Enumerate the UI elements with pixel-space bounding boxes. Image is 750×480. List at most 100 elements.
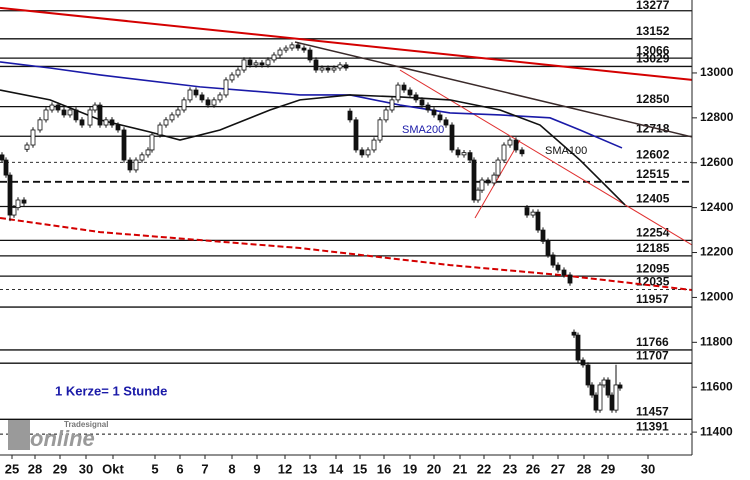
- candle-body: [443, 119, 449, 126]
- candle-body: [325, 67, 331, 71]
- candle-body: [535, 211, 541, 231]
- candle-body: [163, 119, 169, 126]
- level-label: 11391: [636, 419, 669, 433]
- candle-body: [455, 149, 461, 156]
- candle-body: [139, 154, 145, 161]
- x-tick-label: 28: [28, 461, 42, 476]
- candle-body: [609, 394, 615, 411]
- level-label: 12602: [636, 147, 670, 161]
- y-tick-label: 11600: [700, 379, 733, 393]
- candle-body: [115, 124, 121, 131]
- level-label: 12718: [636, 121, 670, 135]
- x-tick-label: 27: [551, 461, 565, 476]
- y-tick-label: 12200: [700, 245, 734, 259]
- candle-body: [593, 394, 599, 411]
- x-tick-label: 26: [526, 461, 540, 476]
- candle-body: [513, 139, 519, 151]
- candle-body: [491, 174, 497, 184]
- level-label: 12185: [636, 241, 670, 255]
- candle-body: [550, 254, 556, 266]
- candle-body: [479, 179, 485, 191]
- candle-body: [589, 384, 595, 396]
- candle-body: [331, 67, 337, 71]
- candle-body: [169, 114, 175, 121]
- candle-body: [217, 94, 223, 101]
- candle-body: [365, 149, 371, 156]
- candle-body: [149, 134, 155, 151]
- logo-icon: [8, 420, 30, 450]
- indicator-lines: [0, 6, 693, 292]
- candle-body: [580, 359, 586, 366]
- level-label: 13029: [636, 52, 670, 66]
- indicator-line: [0, 216, 693, 292]
- candle-body: [617, 384, 623, 389]
- candle-body: [540, 229, 546, 242]
- x-tick-label: 29: [53, 461, 67, 476]
- indicator-line: [294, 41, 693, 138]
- x-tick-label: 7: [201, 461, 208, 476]
- level-label: 12405: [636, 192, 670, 206]
- level-label: 12254: [636, 226, 670, 240]
- y-tick-label: 12600: [700, 155, 734, 169]
- candle-body: [103, 119, 109, 126]
- x-tick-label: 19: [403, 461, 417, 476]
- candle-body: [11, 207, 17, 216]
- candle-body: [319, 67, 325, 71]
- candle-body: [0, 154, 5, 161]
- x-tick-label: 15: [353, 461, 367, 476]
- candle-body: [79, 119, 85, 126]
- candle-body: [97, 104, 103, 126]
- candle-body: [597, 384, 603, 411]
- x-tick-label: 25: [5, 461, 19, 476]
- candle-body: [353, 119, 359, 151]
- candle-body: [401, 84, 407, 91]
- candle-body: [271, 54, 277, 61]
- candle-body: [223, 79, 229, 96]
- candle-body: [205, 99, 211, 106]
- x-tick-label: 28: [577, 461, 591, 476]
- level-label: 11766: [636, 335, 669, 349]
- candle-body: [613, 384, 619, 411]
- candle-body: [127, 159, 133, 171]
- candle-body: [307, 49, 313, 61]
- candle-body: [283, 47, 289, 51]
- candle-body: [313, 59, 319, 71]
- candle-body: [109, 119, 115, 126]
- level-label: 12850: [636, 92, 670, 106]
- y-tick-label: 12000: [700, 290, 734, 304]
- candle-body: [229, 74, 235, 81]
- candle-body: [92, 104, 98, 111]
- candle-body: [555, 264, 561, 271]
- y-tick-label: 13000: [700, 65, 734, 79]
- x-tick-label: 5: [151, 461, 158, 476]
- y-tick-label: 11800: [700, 334, 733, 348]
- level-label: 11957: [636, 292, 669, 306]
- candle-body: [475, 189, 481, 201]
- candle-body: [253, 62, 259, 66]
- indicator-line: [0, 89, 626, 206]
- candle-body: [265, 59, 271, 66]
- level-label: 11457: [636, 404, 669, 418]
- y-tick-label: 12800: [700, 110, 734, 124]
- candle-body: [413, 94, 419, 101]
- candle-body: [259, 62, 265, 66]
- candle-body: [545, 240, 551, 256]
- candle-body: [461, 152, 467, 156]
- candle-body: [347, 110, 353, 121]
- candle-body: [471, 159, 477, 201]
- x-tick-label: 21: [453, 461, 467, 476]
- annotation: 1 Kerze= 1 Stunde: [55, 383, 167, 398]
- candle-body: [15, 199, 21, 209]
- candle-body: [449, 124, 455, 151]
- candle-body: [241, 59, 247, 71]
- candle-body: [605, 379, 611, 396]
- x-tick-label: 13: [303, 461, 317, 476]
- candle-body: [145, 149, 151, 156]
- candle-body: [530, 211, 536, 216]
- plot-area: [0, 0, 692, 455]
- indicator-line: [474, 139, 521, 219]
- candle-body: [247, 59, 253, 66]
- x-tick-label: Okt: [102, 461, 124, 476]
- logo-brand: Tradesignal: [64, 420, 108, 429]
